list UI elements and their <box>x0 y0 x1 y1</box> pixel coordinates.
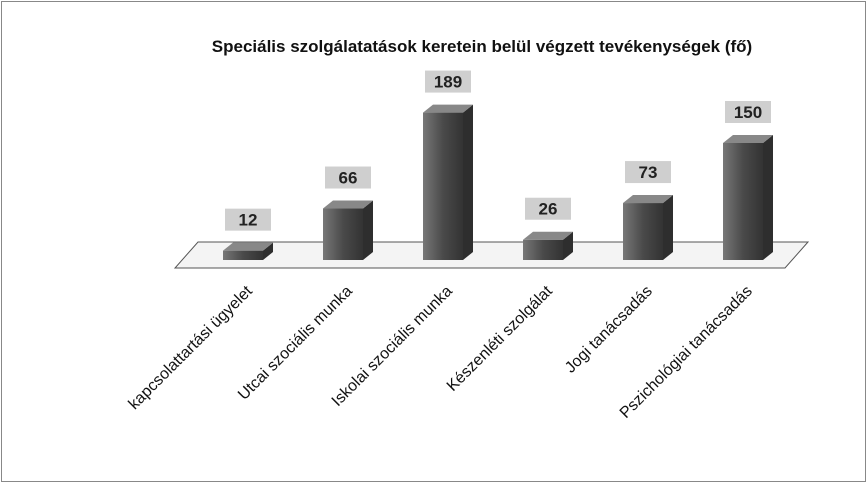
bar-front <box>223 250 263 260</box>
bar-front <box>623 203 663 260</box>
bar-top <box>723 135 773 143</box>
data-label: 189 <box>434 73 462 92</box>
bar <box>523 231 573 260</box>
bar <box>723 135 773 260</box>
bar-top <box>323 200 373 209</box>
bar-side <box>363 200 373 260</box>
bar-top <box>523 231 573 240</box>
bar-front <box>423 112 463 260</box>
data-label: 12 <box>239 211 258 230</box>
data-label-bg <box>625 161 671 184</box>
bar <box>423 104 473 260</box>
bar-side <box>663 195 673 260</box>
chart-title: Speciális szolgálatatások keretein belül… <box>212 37 752 56</box>
data-label-bg <box>725 101 771 123</box>
bar-front <box>323 208 363 260</box>
data-label: 73 <box>639 163 658 182</box>
data-label: 150 <box>734 103 762 122</box>
bar <box>323 200 373 260</box>
bar-top <box>223 242 273 251</box>
bar-top <box>623 195 673 204</box>
bar <box>223 242 273 260</box>
data-label: 66 <box>339 169 358 188</box>
bar-side <box>763 135 773 260</box>
bar-top <box>423 104 473 113</box>
bar-side <box>463 104 473 260</box>
data-label-bg <box>325 166 371 189</box>
data-label: 26 <box>539 200 558 219</box>
bar-side <box>563 231 573 260</box>
bar <box>623 195 673 260</box>
bar-front <box>523 239 563 260</box>
data-label-bg <box>525 197 571 220</box>
bar-front <box>723 143 763 260</box>
bar-side <box>263 242 273 260</box>
data-label-bg <box>425 70 471 93</box>
data-label-bg <box>225 208 271 231</box>
